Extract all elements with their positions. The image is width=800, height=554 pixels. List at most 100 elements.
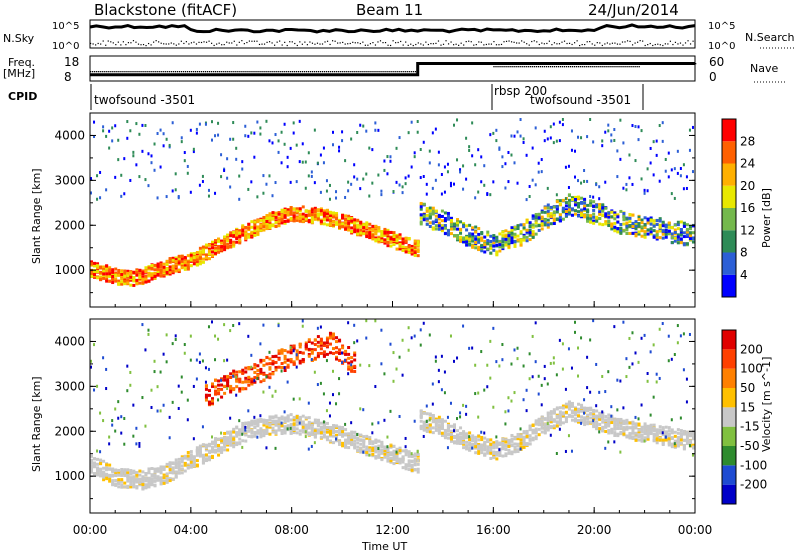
power-echo: [625, 228, 629, 232]
power-echo: [413, 251, 417, 255]
power-echo: [558, 202, 562, 206]
power-echo: [217, 133, 220, 137]
nave-point: [652, 63, 654, 65]
nsearch-point: [153, 41, 155, 43]
power-echo: [646, 221, 650, 225]
velocity-echo: [353, 436, 357, 440]
velocity-echo: [422, 423, 426, 427]
velocity-echo: [362, 445, 366, 449]
power-echo: [537, 224, 541, 228]
noise-panel: N.Sky 10^5 10^0 10^5 10^0 N.Search: [3, 19, 796, 52]
power-echo: [688, 224, 692, 228]
velocity-echo: [335, 355, 339, 359]
velocity-echo: [310, 430, 314, 434]
nave-point: [354, 71, 356, 73]
velocity-echo: [410, 336, 413, 340]
power-echo: [129, 275, 133, 279]
nsearch-point: [599, 42, 601, 44]
power-echo: [241, 233, 245, 237]
velocity-echo: [528, 424, 532, 428]
power-echo: [271, 194, 274, 198]
nsearch-point: [687, 40, 689, 42]
power-echo: [201, 260, 205, 264]
power-echo: [120, 277, 124, 281]
nsearch-point: [150, 44, 152, 46]
velocity-echo: [141, 470, 145, 474]
power-echo: [480, 249, 484, 253]
velocity-echo: [519, 427, 522, 431]
velocity-echo: [223, 359, 226, 363]
power-echo: [528, 221, 532, 225]
power-echo: [319, 222, 323, 226]
power-echo: [419, 222, 423, 226]
power-echo: [649, 161, 652, 165]
velocity-echo: [165, 476, 169, 480]
power-echo: [283, 221, 287, 225]
power-echo: [319, 153, 322, 157]
power-echo: [214, 191, 217, 195]
noise-panel-frame: [89, 19, 696, 49]
power-echo: [304, 160, 307, 164]
power-echo: [416, 248, 420, 252]
velocity-echo: [229, 443, 233, 447]
velocity-echo: [325, 425, 329, 429]
velocity-echo: [319, 343, 323, 347]
power-echo: [401, 249, 405, 253]
power-echo: [292, 207, 296, 211]
velocity-echo: [108, 467, 112, 471]
nave-point: [384, 71, 386, 73]
velocity-echo: [332, 430, 335, 434]
power-echo: [443, 223, 447, 227]
velocity-echo: [256, 368, 260, 372]
power-echo: [431, 131, 434, 135]
velocity-echo: [159, 465, 163, 469]
power-echo: [453, 227, 456, 231]
velocity-echo: [247, 409, 250, 413]
power-echo: [480, 238, 484, 242]
nsearch-point: [135, 41, 137, 43]
power-echo: [328, 214, 332, 218]
power-echo: [395, 247, 399, 251]
power-echo: [546, 218, 550, 222]
power-echo: [147, 266, 151, 270]
velocity-echo: [380, 445, 384, 449]
nsearch-point: [251, 40, 253, 42]
velocity-echo: [474, 441, 478, 445]
velocity-echo: [93, 461, 97, 465]
power-echo: [335, 217, 339, 221]
power-echo: [685, 227, 689, 231]
velocity-echo: [480, 435, 484, 439]
power-colorbar-swatch: [722, 119, 736, 142]
velocity-echo: [277, 427, 281, 431]
velocity-echo: [353, 323, 356, 327]
power-echo: [613, 225, 617, 229]
nsearch-point: [334, 40, 336, 42]
nave-point: [608, 66, 610, 68]
nave-point: [513, 66, 515, 68]
velocity-echo: [238, 437, 242, 441]
velocity-echo: [335, 439, 339, 443]
nave-point: [479, 63, 481, 65]
power-echo: [604, 206, 608, 210]
power-echo: [483, 243, 487, 247]
velocity-echo: [446, 425, 450, 429]
power-echo: [307, 210, 311, 214]
velocity-echo: [316, 351, 320, 355]
velocity-echo: [437, 424, 441, 428]
velocity-echo: [235, 374, 239, 378]
nsearch-point: [642, 40, 644, 42]
velocity-echo: [431, 426, 435, 430]
power-echo: [434, 209, 438, 213]
velocity-echo: [359, 449, 363, 453]
nave-point: [557, 66, 560, 68]
power-echo: [543, 210, 547, 214]
power-echo: [301, 216, 305, 220]
nave-point: [277, 71, 279, 73]
velocity-echo: [214, 449, 218, 453]
nave-point: [253, 71, 255, 73]
velocity-echo: [468, 431, 472, 435]
nsearch-point: [533, 40, 535, 42]
power-echo: [120, 173, 123, 177]
power-echo: [404, 182, 407, 186]
